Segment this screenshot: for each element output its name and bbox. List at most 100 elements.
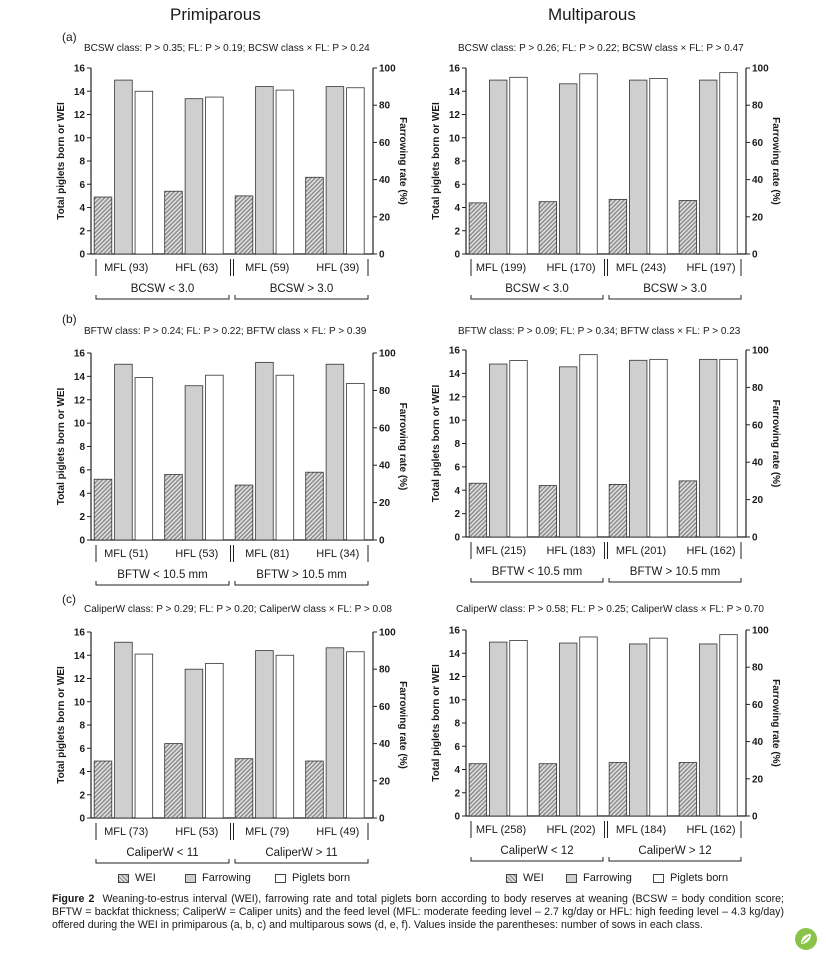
right-axis-title-d: Farrowing rate (%)	[770, 117, 781, 205]
legend-label-farrowing: Farrowing	[202, 872, 251, 884]
group-bracket-b-2	[234, 581, 369, 586]
leaf-logo-icon	[795, 928, 817, 950]
left-tick-label-b: 4	[79, 489, 85, 500]
category-label-c-2: HFL (53)	[175, 826, 218, 838]
left-tick-label-a: 6	[79, 180, 85, 191]
group-label-e-1: BFTW < 10.5 mm	[492, 566, 582, 578]
bar-wei-b-4	[305, 471, 324, 541]
category-label-f-2: HFL (202)	[546, 824, 595, 836]
left-tick-label-b: 2	[79, 512, 85, 523]
wei-swatch-icon	[506, 873, 517, 883]
left-tick-label-f: 10	[449, 695, 461, 706]
stat-text-b: BFTW class: P > 0.24; FL: P > 0.22; BFTW…	[84, 326, 367, 337]
bar-farrowing-c-1	[114, 641, 133, 819]
left-tick-label-f: 16	[449, 626, 461, 637]
right-tick-label-e: 60	[752, 420, 764, 431]
group-bracket-f-2	[608, 857, 742, 862]
bar-piglets-born-e-4	[719, 358, 738, 538]
bar-piglets-born-c-2	[205, 662, 224, 819]
right-tick-label-e: 100	[752, 346, 769, 357]
right-tick-label-f: 80	[752, 663, 764, 674]
bar-piglets-born-d-3	[649, 78, 668, 255]
stat-text-f: CaliperW class: P > 0.58; FL: P > 0.25; …	[456, 604, 764, 615]
right-tick-label-a: 40	[379, 175, 391, 186]
bar-piglets-born-c-4	[346, 651, 365, 819]
category-label-e-3: MFL (201)	[616, 545, 666, 557]
legend-item-piglets-left: Piglets born	[275, 872, 350, 884]
left-tick-label-d: 2	[454, 226, 460, 237]
group-bracket-e-1	[470, 578, 604, 583]
left-axis-title-b: Total piglets born or WEI	[56, 387, 67, 505]
left-tick-label-c: 4	[79, 767, 85, 778]
right-tick-label-b: 20	[379, 498, 391, 509]
group-label-c-2: CaliperW > 11	[265, 847, 337, 859]
left-tick-label-e: 2	[454, 509, 460, 520]
bar-piglets-born-a-1	[134, 90, 154, 255]
figure-caption: Figure 2 Weaning-to-estrus interval (WEI…	[52, 893, 784, 933]
right-tick-label-e: 0	[752, 533, 758, 544]
left-tick-label-c: 14	[74, 651, 86, 662]
right-tick-label-f: 20	[752, 774, 764, 785]
left-tick-label-e: 14	[449, 369, 461, 380]
left-tick-label-e: 12	[449, 392, 461, 403]
bar-farrowing-e-4	[699, 358, 718, 538]
multiparous-title: Multiparous	[548, 5, 636, 24]
bar-farrowing-b-1	[114, 363, 133, 541]
bar-piglets-born-f-4	[719, 634, 738, 817]
bar-wei-d-4	[678, 200, 698, 255]
left-tick-label-a: 16	[74, 64, 86, 75]
bar-wei-d-3	[608, 198, 628, 255]
right-tick-label-f: 60	[752, 700, 764, 711]
caption-label: Figure 2	[52, 893, 95, 905]
category-label-a-4: HFL (39)	[316, 262, 359, 274]
right-tick-label-c: 80	[379, 665, 391, 676]
bar-farrowing-e-3	[629, 359, 648, 538]
right-tick-label-f: 40	[752, 737, 764, 748]
right-tick-label-d: 80	[752, 101, 764, 112]
bar-piglets-born-d-2	[579, 73, 598, 255]
group-label-b-2: BFTW > 10.5 mm	[256, 569, 346, 581]
bar-farrowing-c-2	[184, 668, 204, 819]
bar-wei-f-4	[678, 762, 698, 817]
left-axis-title-f: Total piglets born or WEI	[431, 664, 442, 782]
piglets-swatch-icon	[653, 873, 664, 883]
right-tick-label-a: 60	[379, 138, 391, 149]
right-tick-label-e: 20	[752, 495, 764, 506]
category-label-a-2: HFL (63)	[175, 262, 218, 274]
bar-farrowing-b-3	[255, 361, 274, 541]
bar-piglets-born-f-3	[649, 637, 668, 817]
left-tick-label-d: 6	[454, 180, 460, 191]
category-label-d-2: HFL (170)	[546, 262, 595, 274]
left-tick-label-a: 14	[74, 87, 86, 98]
group-label-f-2: CaliperW > 12	[638, 845, 711, 857]
right-tick-label-c: 60	[379, 702, 391, 713]
left-tick-label-d: 12	[449, 110, 461, 121]
right-tick-label-d: 100	[752, 64, 769, 75]
category-label-c-1: MFL (73)	[104, 826, 148, 838]
bar-piglets-born-a-4	[346, 87, 365, 255]
legend-label-piglets: Piglets born	[670, 872, 729, 884]
category-label-d-4: HFL (197)	[686, 262, 735, 274]
right-tick-label-b: 40	[379, 461, 391, 472]
panel-letter-b: (b)	[62, 312, 77, 326]
category-label-f-1: MFL (258)	[476, 824, 526, 836]
group-label-a-2: BCSW > 3.0	[270, 283, 334, 295]
legend-item-farrowing-right: Farrowing	[566, 872, 632, 884]
group-bracket-a-1	[95, 295, 230, 300]
left-tick-label-d: 8	[454, 157, 460, 168]
left-tick-label-b: 14	[74, 372, 86, 383]
bar-wei-d-2	[538, 201, 558, 255]
bar-farrowing-e-2	[559, 366, 578, 538]
right-tick-label-d: 40	[752, 175, 764, 186]
left-tick-label-b: 12	[74, 395, 86, 406]
bar-piglets-born-e-2	[579, 354, 598, 538]
left-tick-label-d: 16	[449, 64, 461, 75]
bar-wei-f-3	[608, 762, 628, 817]
category-label-b-2: HFL (53)	[175, 548, 218, 560]
bar-wei-c-3	[234, 758, 254, 819]
bar-farrowing-d-4	[699, 79, 718, 255]
left-tick-label-f: 8	[454, 719, 460, 730]
legend-item-wei-left: WEI	[118, 872, 156, 884]
bar-wei-b-3	[234, 484, 254, 541]
